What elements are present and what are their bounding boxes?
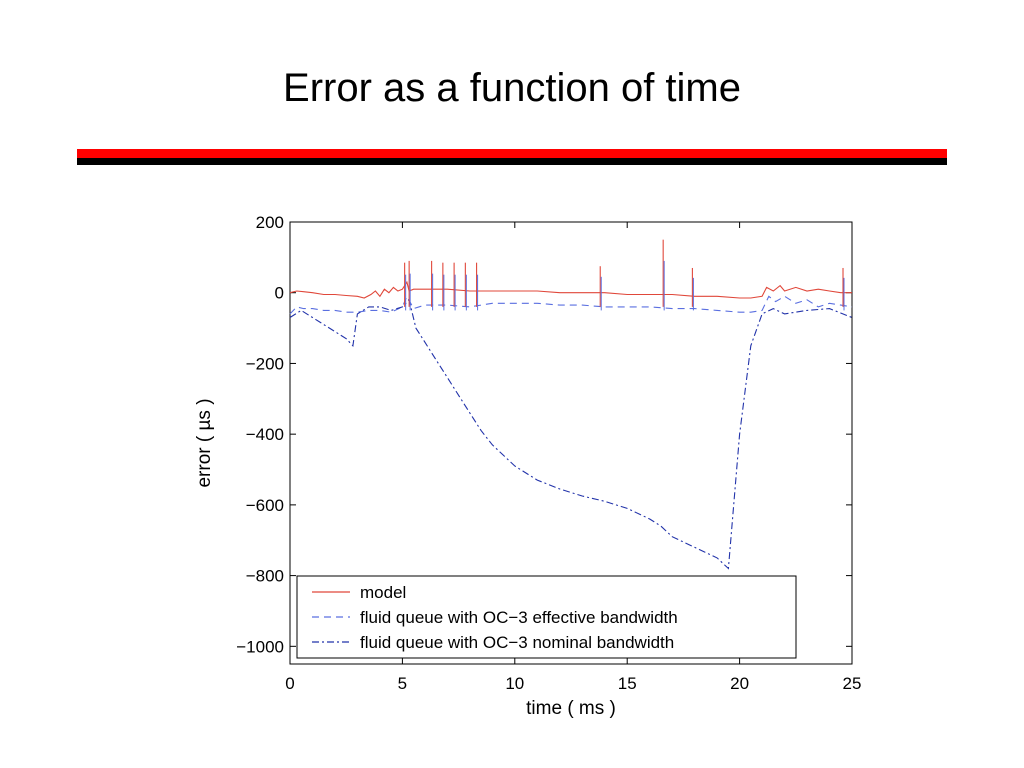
legend-label-model: model xyxy=(360,583,406,602)
series-model-line xyxy=(289,280,852,299)
y-tick-label: 200 xyxy=(256,213,284,232)
series-layer xyxy=(289,280,853,570)
legend-label-effective: fluid queue with OC−3 effective bandwidt… xyxy=(360,608,678,627)
spike-layer xyxy=(404,239,845,311)
x-tick-label: 5 xyxy=(398,674,407,693)
x-tick-label: 25 xyxy=(843,674,862,693)
legend-label-nominal: fluid queue with OC−3 nominal bandwidth xyxy=(360,633,674,652)
legend-box xyxy=(296,575,797,659)
x-tick-label: 20 xyxy=(730,674,749,693)
x-axis-label: time ( ms ) xyxy=(526,698,616,719)
y-axis-label: error ( µs ) xyxy=(194,398,215,487)
y-tick-label: 0 xyxy=(275,284,284,303)
x-tick-label: 10 xyxy=(505,674,524,693)
slide-title: Error as a function of time xyxy=(283,66,741,110)
legend: model fluid queue with OC−3 effective ba… xyxy=(296,575,797,659)
y-tick-label: −600 xyxy=(246,496,284,515)
axis-ticks: 0 5 10 15 20 25 200 0 −200 −400 −600 −800 −1000 xyxy=(236,213,861,693)
series-nominal-line xyxy=(289,298,853,570)
x-tick-label: 15 xyxy=(618,674,637,693)
y-tick-label: −1000 xyxy=(236,637,284,656)
series-effective-line xyxy=(289,295,853,315)
title-rule-red xyxy=(77,149,947,158)
y-tick-label: −200 xyxy=(246,354,284,373)
y-tick-label: −400 xyxy=(246,425,284,444)
title-rule-black xyxy=(77,158,947,165)
y-tick-label: −800 xyxy=(246,567,284,586)
x-tick-label: 0 xyxy=(285,674,294,693)
